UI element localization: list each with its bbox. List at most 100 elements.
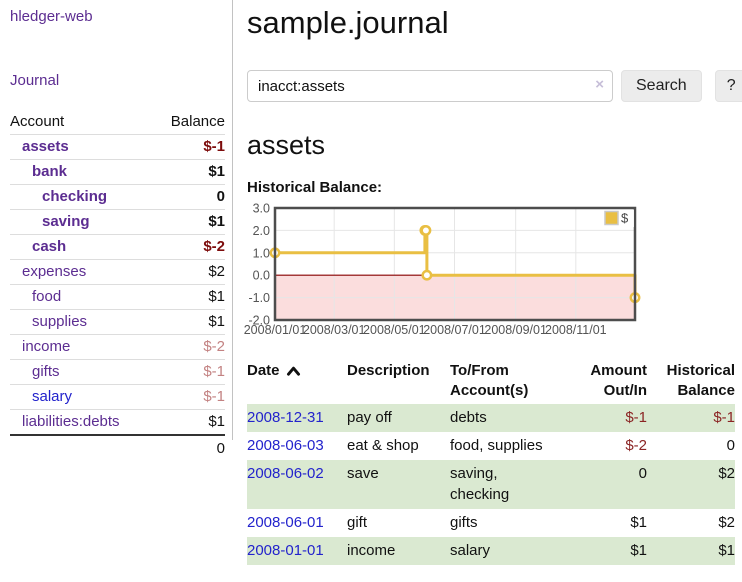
svg-text:2.0: 2.0 — [253, 224, 270, 238]
help-button[interactable]: ? — [714, 70, 742, 102]
register-description: gift — [347, 513, 368, 531]
register-row: 2008-06-03 eat & shop food, supplies $-2 0 — [247, 432, 735, 460]
account-row: saving $1 — [10, 209, 225, 235]
account-link[interactable]: liabilities:debts — [22, 413, 120, 430]
accounts-total-row: 0 — [10, 434, 225, 461]
account-balance: 0 — [153, 184, 225, 210]
account-name-cell: food — [10, 284, 154, 310]
account-balance: $1 — [153, 409, 225, 435]
account-name-cell: saving — [10, 209, 154, 235]
account-row: salary $-1 — [10, 384, 225, 410]
register-header-balance: Historical Balance — [666, 362, 735, 400]
account-link[interactable]: expenses — [22, 263, 87, 280]
account-link[interactable]: food — [32, 288, 62, 305]
account-row: expenses $2 — [10, 259, 225, 285]
account-row: assets $-1 — [10, 134, 225, 160]
register-date-link[interactable]: 2008-06-01 — [247, 513, 324, 531]
register-date-cell: 2008-06-01 — [247, 509, 347, 537]
svg-text:-2.0: -2.0 — [248, 314, 270, 328]
search-button[interactable]: Search — [621, 70, 702, 102]
svg-text:2008/09/01: 2008/09/01 — [484, 323, 547, 337]
register-balance: $2 — [718, 464, 735, 482]
svg-text:0.0: 0.0 — [253, 269, 270, 283]
register-date-link[interactable]: 2008-01-01 — [247, 541, 324, 559]
search-form: × Search ? — [247, 70, 742, 102]
account-balance: $1 — [153, 309, 225, 335]
account-row: bank $1 — [10, 159, 225, 185]
register-amount: $-2 — [625, 436, 647, 454]
nav-journal-link[interactable]: Journal — [10, 72, 60, 89]
register-row: 2008-06-01 gift gifts $1 $2 — [247, 509, 735, 537]
svg-text:2008/07/01: 2008/07/01 — [423, 323, 486, 337]
account-balance: $-1 — [153, 134, 225, 160]
register-amount: $-1 — [625, 408, 647, 426]
account-link[interactable]: supplies — [32, 313, 88, 330]
register-date-cell: 2008-12-31 — [247, 404, 347, 432]
register-description: eat & shop — [347, 436, 419, 454]
register-description: income — [347, 541, 396, 559]
register-amount: $1 — [630, 513, 647, 531]
register-accounts: food, supplies — [450, 436, 543, 454]
historical-balance-chart[interactable]: $3.0 2.0 1.0 0.0 -1.0 -2.0 2008/01/01 2008/03/0… — [244, 202, 737, 343]
account-title: assets — [247, 130, 326, 160]
chart-title: Historical Balance: — [247, 179, 383, 196]
account-row: liabilities:debts $1 — [10, 409, 225, 435]
register-description: pay off — [347, 408, 392, 426]
register-amount: $1 — [630, 541, 647, 559]
search-box: × — [247, 70, 613, 102]
account-name-cell: checking — [10, 184, 154, 210]
chevron-up-icon — [286, 366, 300, 376]
register-date-cell: 2008-06-02 — [247, 460, 347, 509]
account-link[interactable]: assets — [22, 138, 69, 155]
register-header-date[interactable]: Date — [247, 359, 347, 404]
account-name-cell: income — [10, 334, 154, 360]
register-date-link[interactable]: 2008-12-31 — [247, 408, 324, 426]
register-date-cell: 2008-01-01 — [247, 537, 347, 565]
account-link[interactable]: saving — [42, 213, 90, 230]
account-link[interactable]: salary — [32, 388, 73, 405]
register-description: save — [347, 464, 379, 482]
register-date-link[interactable]: 2008-06-02 — [247, 464, 324, 482]
register-header-amount: Amount Out/In — [590, 362, 647, 400]
accounts-header-row: Account Balance — [10, 110, 225, 135]
register-table: Date Description To/From Account(s) Amou… — [247, 359, 735, 565]
register-date-link[interactable]: 2008-06-03 — [247, 436, 324, 454]
register-balance: $2 — [718, 513, 735, 531]
svg-text:1.0: 1.0 — [253, 246, 270, 260]
account-balance: $1 — [153, 159, 225, 185]
account-name-cell: bank — [10, 159, 154, 185]
legend-label: $ — [621, 211, 629, 226]
register-header-accounts: To/From Account(s) — [450, 362, 529, 400]
account-balance: $1 — [153, 284, 225, 310]
account-row: checking 0 — [10, 184, 225, 210]
accounts-total-spacer — [10, 434, 154, 461]
account-name-cell: supplies — [10, 309, 154, 335]
clear-search-icon[interactable]: × — [595, 76, 604, 93]
accounts-header-account: Account — [10, 113, 65, 130]
account-link[interactable]: income — [22, 338, 71, 355]
page-title: sample.journal — [247, 5, 449, 40]
account-balance: $-2 — [153, 234, 225, 260]
register-accounts: gifts — [450, 513, 478, 531]
account-link[interactable]: checking — [42, 188, 108, 205]
register-header-row: Date Description To/From Account(s) Amou… — [247, 359, 735, 404]
account-name-cell: cash — [10, 234, 154, 260]
account-row: cash $-2 — [10, 234, 225, 260]
account-name-cell: gifts — [10, 359, 154, 385]
account-link[interactable]: bank — [32, 163, 68, 180]
search-input[interactable] — [247, 70, 613, 102]
account-row: income $-2 — [10, 334, 225, 360]
accounts-table: Account Balance assets $-1 bank $1 checking 0… — [10, 110, 225, 461]
account-balance: $-2 — [153, 334, 225, 360]
app-brand[interactable]: hledger-web — [10, 8, 93, 25]
svg-text:2008/03/01: 2008/03/01 — [303, 323, 366, 337]
account-balance: $1 — [153, 209, 225, 235]
register-row: 2008-01-01 income salary $1 $1 — [247, 536, 735, 565]
register-row: 2008-12-31 pay off debts $-1 $-1 — [247, 403, 735, 432]
register-balance: $-1 — [713, 408, 735, 426]
register-balance: 0 — [726, 436, 735, 454]
account-link[interactable]: cash — [32, 238, 67, 255]
accounts-header-balance: Balance — [170, 113, 225, 130]
register-row: 2008-06-02 save saving, checking 0 $2 — [247, 459, 735, 509]
account-link[interactable]: gifts — [32, 363, 60, 380]
